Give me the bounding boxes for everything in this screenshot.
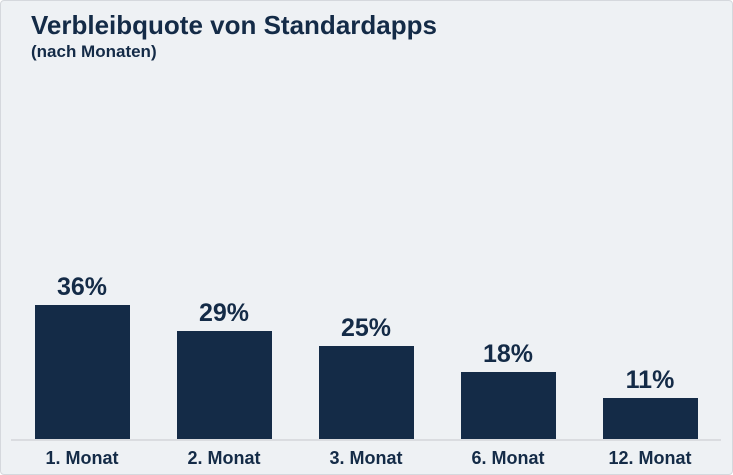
bar-category-label: 12. Monat: [608, 448, 692, 468]
bar: [318, 346, 414, 439]
chart-subtitle: (nach Monaten): [31, 41, 157, 61]
chart-header: Verbleibquote von Standardapps (nach Mon…: [31, 11, 437, 62]
bar-value-label: 36%: [56, 273, 108, 301]
bar-category-label: 1. Monat: [45, 448, 119, 468]
bar-category-label: 6. Monat: [471, 448, 545, 468]
bar: [34, 305, 130, 439]
bar: [176, 331, 272, 439]
bar-column: 18%: [437, 342, 579, 439]
bar-value-label: 25%: [340, 314, 392, 342]
bar-chart: 36% 29% 25% 18% 11% 1. Monat 2. Monat 3. Monat…: [11, 256, 721, 474]
bar-column: 11%: [579, 368, 721, 439]
chart-title: Verbleibquote von Standardapps: [31, 10, 437, 40]
bar-column: 36%: [11, 275, 153, 439]
bar-column: 25%: [295, 316, 437, 439]
bar-category-label: 2. Monat: [187, 448, 261, 468]
bar-column: 29%: [153, 301, 295, 439]
bar-value-label: 11%: [625, 366, 675, 394]
bar-value-label: 18%: [482, 340, 534, 368]
bars-row: 36% 29% 25% 18% 11%: [11, 256, 721, 439]
x-axis-line: [11, 439, 721, 441]
bar: [602, 398, 698, 439]
bar: [460, 372, 556, 439]
category-labels-row: 1. Monat 2. Monat 3. Monat 6. Monat 12. Mona…: [11, 441, 721, 469]
bar-value-label: 29%: [198, 299, 250, 327]
bar-category-label: 3. Monat: [329, 448, 403, 468]
